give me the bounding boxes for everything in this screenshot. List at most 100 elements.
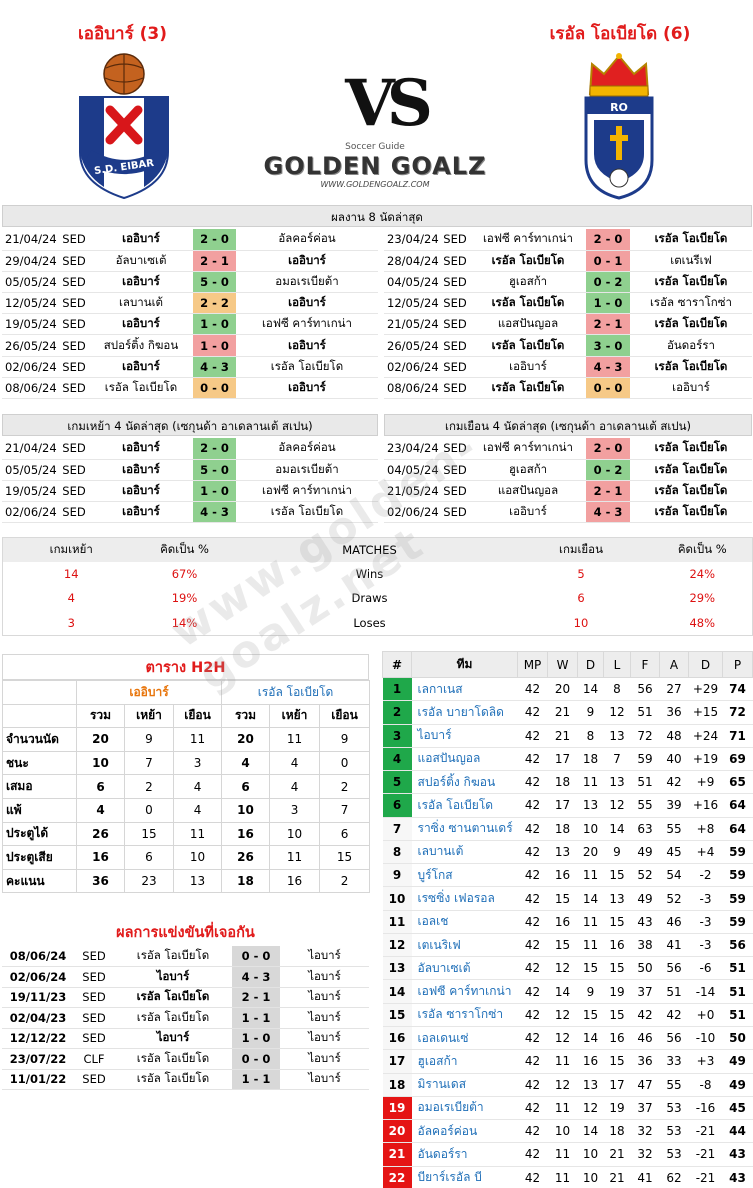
home-team-link[interactable]: เออิบาร์ (470, 356, 586, 378)
meeting-home-team[interactable]: เรอัล โอเบียโด (114, 1007, 232, 1029)
meeting-home-team[interactable]: เรอัล โอเบียโด (114, 1069, 232, 1090)
meeting-away-team[interactable]: ไอบาร์ (280, 966, 369, 988)
meeting-score: 1 - 1 (232, 1069, 280, 1090)
league-team-link[interactable]: เรอัล โอเบียโด (411, 793, 518, 818)
match-row: 05/05/24 SED เออิบาร์ 5 - 0 อมอเรเบียต้า (2, 271, 378, 294)
away-team-link[interactable]: เออิบาร์ (236, 250, 378, 272)
league-team-link[interactable]: อมอเรเบียต้า (411, 1096, 518, 1121)
league-team-link[interactable]: เลบานเต้ (411, 840, 518, 865)
league-team-link[interactable]: เอลเช (411, 910, 518, 934)
away-team-link[interactable]: เรอัล โอเบียโด (630, 271, 752, 294)
away-team-link[interactable]: อันดอร์รา (630, 334, 752, 357)
home-team-link[interactable]: เรอัล โอเบียโด (470, 292, 586, 315)
league-team-link[interactable]: อัลคอร์ค่อน (411, 1119, 518, 1144)
away-team-link[interactable]: อัลคอร์ค่อน (236, 438, 378, 460)
away-team-link[interactable]: เตเนรีเฟ (630, 250, 752, 272)
away-team-link[interactable]: เรอัล โอเบียโด (630, 459, 752, 481)
away-team-link[interactable]: อมอเรเบียต้า (236, 271, 378, 294)
away-team-link[interactable]: อมอเรเบียต้า (236, 459, 378, 481)
league-stat-w: 11 (547, 1166, 578, 1188)
league-team-link[interactable]: อันดอร์รา (411, 1142, 518, 1167)
home-team-link[interactable]: เออิบาร์ (89, 438, 193, 460)
league-team-link[interactable]: เอลเดนเซ่ (411, 1026, 518, 1051)
match-score: 2 - 0 (193, 438, 236, 460)
home-team-link[interactable]: เออิบาร์ (89, 480, 193, 503)
away-team-link[interactable]: เรอัล โอเบียโด (236, 356, 378, 378)
home-team-link[interactable]: เออิบาร์ (89, 271, 193, 294)
away-team-link[interactable]: เรอัล โอเบียโด (630, 438, 752, 460)
home-team-link[interactable]: แอสปันญอล (470, 480, 586, 503)
meeting-home-team[interactable]: เรอัล โอเบียโด (114, 987, 232, 1008)
meeting-away-team[interactable]: ไอบาร์ (280, 946, 369, 967)
league-team-link[interactable]: บียาร์เรอัล บี (411, 1166, 518, 1188)
home-team-link[interactable]: อัลบาเซเต้ (89, 250, 193, 272)
league-team-link[interactable]: เรอัล ซาราโกซ่า (411, 1003, 518, 1027)
meeting-home-team[interactable]: เรอัล โอเบียโด (114, 946, 232, 967)
league-team-link[interactable]: เลกาเนส (411, 677, 518, 702)
league-team-link[interactable]: แอสปันญอล (411, 747, 518, 772)
home-team-link[interactable]: เอฟซี คาร์ทาเกน่า (470, 229, 586, 251)
meeting-away-team[interactable]: ไอบาร์ (280, 1048, 369, 1070)
match-row: 23/04/24 SED เอฟซี คาร์ทาเกน่า 2 - 0 เรอัล โ… (384, 229, 752, 251)
away-team-link[interactable]: เออิบาร์ (236, 377, 378, 400)
last4-away-table: 23/04/24 SED เอฟซี คาร์ทาเกน่า 2 - 0 เรอัล โ… (384, 438, 752, 524)
away-team-link[interactable]: เรอัล โอเบียโด (630, 313, 752, 336)
home-team-link[interactable]: ฮูเอสก้า (470, 271, 586, 294)
league-team-link[interactable]: อัลบาเซเต้ (411, 956, 518, 981)
h2h-away-team[interactable]: เรอัล โอเบียโด (221, 680, 371, 705)
meeting-home-team[interactable]: ไอบาร์ (114, 966, 232, 988)
league-team-link[interactable]: ไอบาร์ (411, 724, 518, 748)
meeting-away-team[interactable]: ไอบาร์ (280, 1069, 369, 1090)
h2h-home-team[interactable]: เออิบาร์ (75, 680, 223, 705)
league-stat-gd: +9 (688, 770, 723, 795)
home-team-link[interactable]: ฮูเอสก้า (470, 459, 586, 481)
home-team-link[interactable]: สปอร์ติ้ง กิฆอน (89, 334, 193, 357)
league-stat-w: 21 (547, 724, 578, 748)
league-team-link[interactable]: เรซซิ่ง เฟอรอล (411, 886, 518, 911)
away-team-link[interactable]: เอฟซี คาร์ทาเกน่า (236, 480, 378, 503)
league-team-link[interactable]: ฮูเอสก้า (411, 1049, 518, 1074)
h2h-row-label: ชนะ (2, 750, 77, 776)
league-position: 17 (382, 1049, 412, 1074)
home-team-link[interactable]: เรอัล โอเบียโด (89, 377, 193, 400)
home-team-link[interactable]: เรอัล โอเบียโด (470, 250, 586, 272)
match-score: 2 - 1 (586, 480, 630, 503)
away-team-link[interactable]: เรอัล โอเบียโด (630, 501, 752, 524)
home-team-link[interactable]: เรอัล โอเบียโด (470, 334, 586, 357)
league-team-link[interactable]: บูร์โกส (411, 863, 518, 888)
meeting-away-team[interactable]: ไอบาร์ (280, 1028, 369, 1049)
home-team-link[interactable]: เออิบาร์ (89, 229, 193, 251)
league-team-link[interactable]: เตเนริเฟ (411, 933, 518, 958)
away-team-link[interactable]: เออิบาร์ (236, 292, 378, 315)
home-team-link[interactable]: เออิบาร์ (89, 313, 193, 336)
home-team-link[interactable]: เรอัล โอเบียโด (470, 377, 586, 400)
league-stat-mp: 42 (517, 863, 548, 888)
home-team-link[interactable]: เลบานเต้ (89, 292, 193, 315)
league-team-link[interactable]: เรอัล บายาโดลิด (411, 700, 518, 725)
home-team-link[interactable]: แอสปันญอล (470, 313, 586, 336)
away-team-link[interactable]: เออิบาร์ (236, 334, 378, 357)
away-team-link[interactable]: เรอัล โอเบียโด (630, 356, 752, 378)
away-team-link[interactable]: เรอัล ซาราโกซ่า (630, 292, 752, 315)
home-team-link[interactable]: เออิบาร์ (89, 356, 193, 378)
away-team-link[interactable]: เรอัล โอเบียโด (630, 229, 752, 251)
league-team-link[interactable]: สปอร์ติ้ง กิฆอน (411, 770, 518, 795)
league-team-link[interactable]: มิรานเดส (411, 1073, 518, 1097)
league-team-link[interactable]: ราซิ่ง ซานตานเดร์ (411, 817, 518, 841)
home-team-link[interactable]: เอฟซี คาร์ทาเกน่า (470, 438, 586, 460)
meeting-away-team[interactable]: ไอบาร์ (280, 987, 369, 1008)
away-team-link[interactable]: เรอัล โอเบียโด (630, 480, 752, 503)
home-team-link[interactable]: เออิบาร์ (470, 501, 586, 524)
league-stat-gd: +0 (688, 1003, 723, 1027)
league-stat-gd: +15 (688, 700, 723, 725)
away-team-link[interactable]: อัลคอร์ค่อน (236, 229, 378, 251)
home-team-link[interactable]: เออิบาร์ (89, 501, 193, 524)
home-team-link[interactable]: เออิบาร์ (89, 459, 193, 481)
meeting-away-team[interactable]: ไอบาร์ (280, 1007, 369, 1029)
away-team-link[interactable]: เอฟซี คาร์ทาเกน่า (236, 313, 378, 336)
league-team-link[interactable]: เอฟซี คาร์ทาเกน่า (411, 979, 518, 1004)
away-team-link[interactable]: เออิบาร์ (630, 377, 752, 400)
meeting-home-team[interactable]: ไอบาร์ (114, 1028, 232, 1049)
away-team-link[interactable]: เรอัล โอเบียโด (236, 501, 378, 524)
meeting-home-team[interactable]: เรอัล โอเบียโด (114, 1048, 232, 1070)
